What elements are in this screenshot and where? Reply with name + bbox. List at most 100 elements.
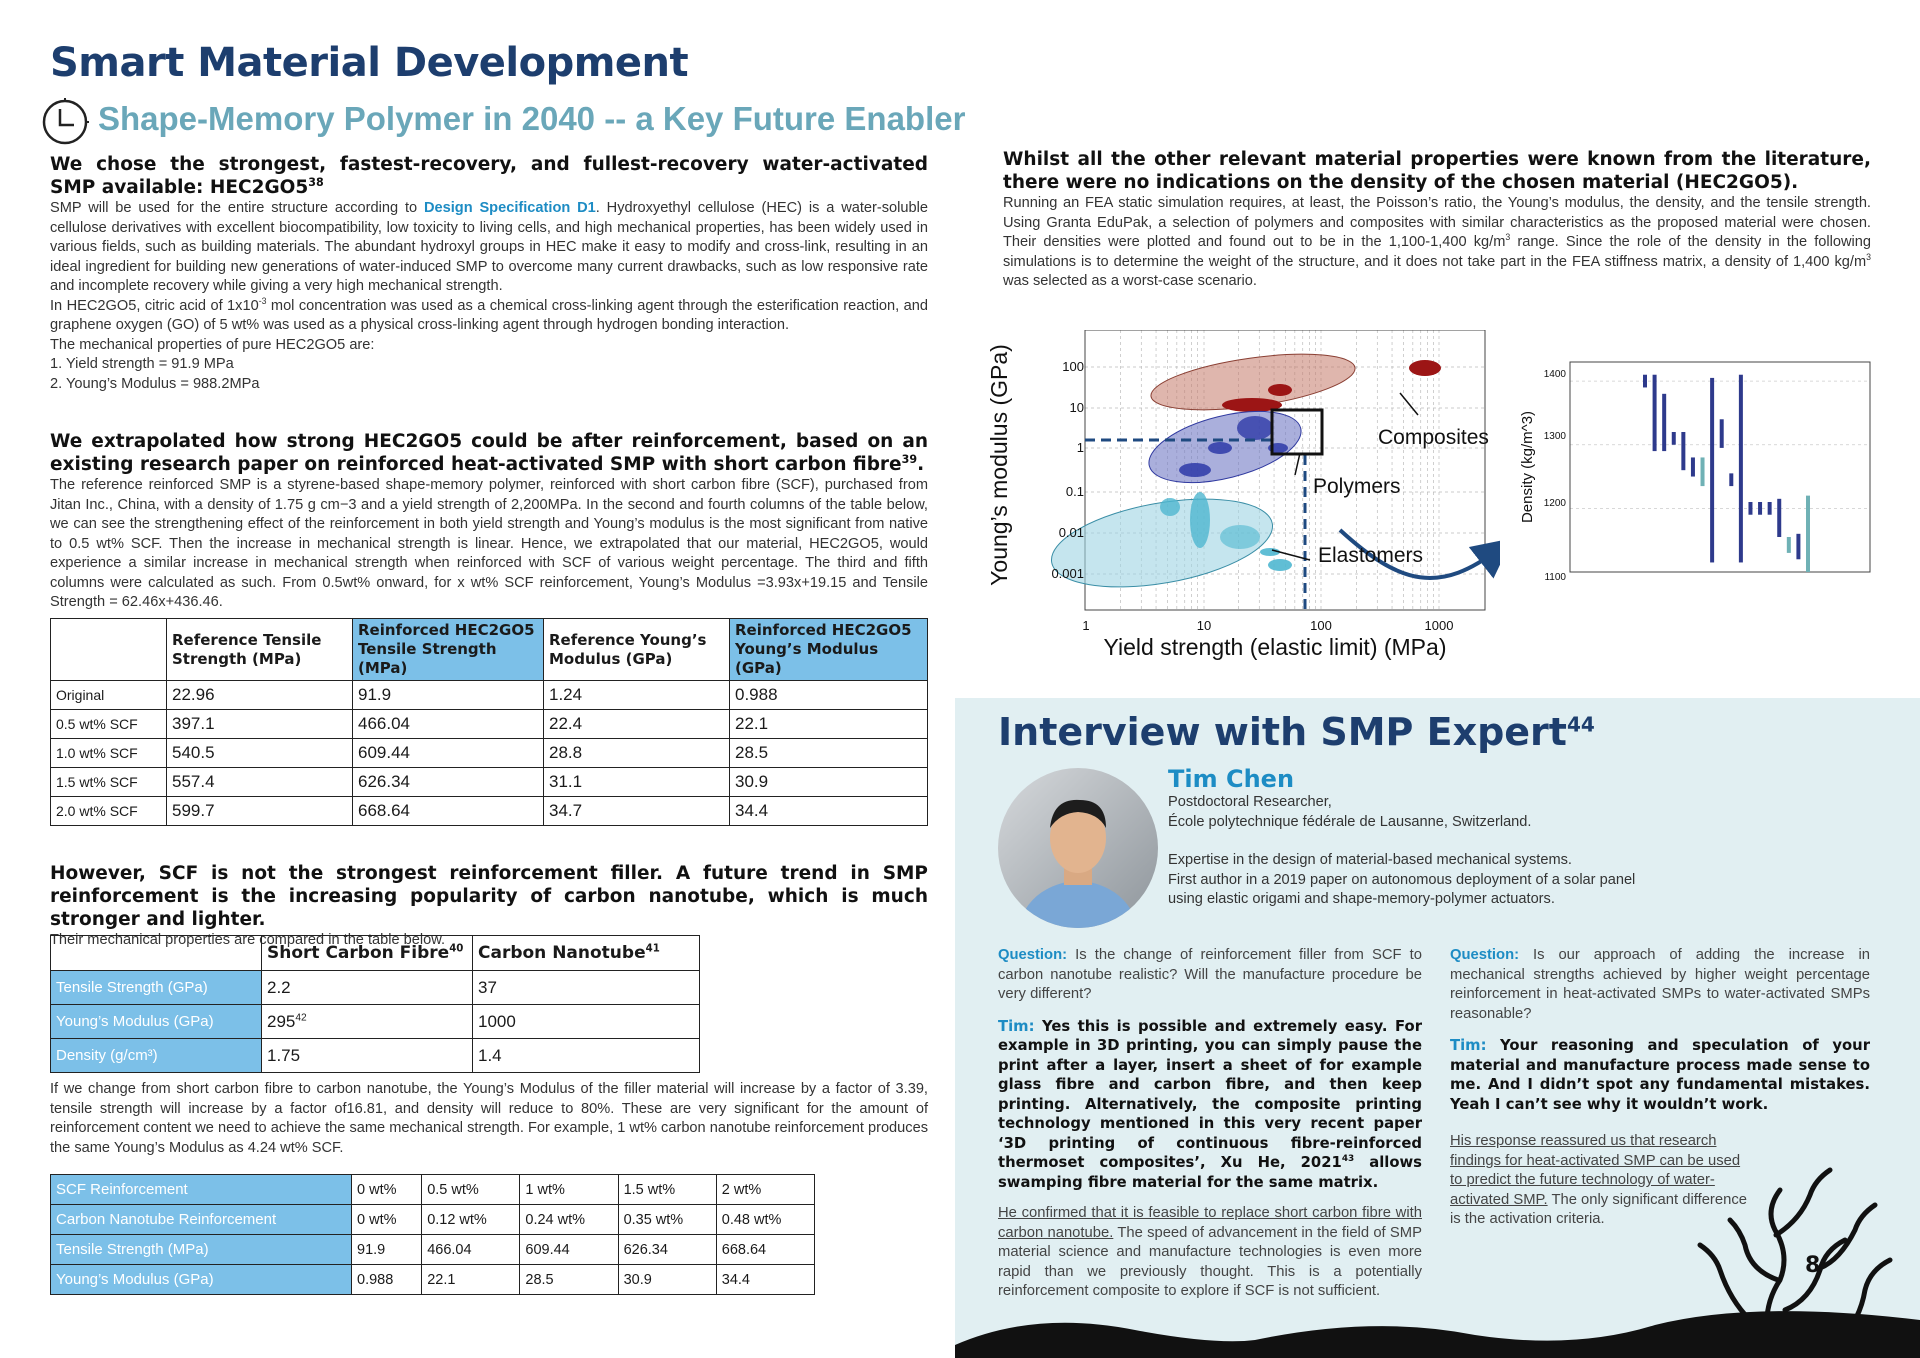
density-range-bar xyxy=(1748,502,1753,515)
density-range-bar xyxy=(1652,374,1657,452)
table-header: Carbon Nanotube41 xyxy=(472,935,700,971)
expert-name: Tim Chen xyxy=(1168,765,1295,793)
interview-column-right: Question: Is our approach of adding the … xyxy=(1450,947,1870,1227)
density-range-bar xyxy=(1806,495,1810,572)
elastomers-blob xyxy=(1220,525,1260,549)
y-tick-label: 100 xyxy=(1062,359,1084,374)
elastomers-region xyxy=(1050,498,1274,588)
density-range-bar xyxy=(1710,377,1715,563)
polymers-blob xyxy=(1237,416,1273,440)
table-header: Short Carbon Fibre40 xyxy=(261,935,473,971)
y-tick-label: 1200 xyxy=(1544,498,1567,509)
section-body: SMP will be used for the entire structur… xyxy=(50,200,928,392)
filler-comparison-table: Short Carbon Fibre40 Carbon Nanotube41 T… xyxy=(50,935,700,1073)
y-tick-label: 10 xyxy=(1070,400,1084,415)
section-lead: We extrapolated how strong HEC2GO5 could… xyxy=(50,431,928,475)
x-tick-label: 100 xyxy=(1310,618,1332,633)
density-range-bar xyxy=(1729,473,1734,487)
table-row: 2.0 wt% SCF 599.7 668.64 34.7 34.4 xyxy=(50,796,928,826)
y-tick-label: 0.1 xyxy=(1066,484,1084,499)
density-range-bar xyxy=(1690,457,1695,477)
table-row: 1.5 wt% SCF 557.4 626.34 31.1 30.9 xyxy=(50,767,928,797)
section-density: Whilst all the other relevant material p… xyxy=(1003,148,1871,292)
table-row: SCF Reinforcement 0 wt% 0.5 wt% 1 wt% 1.5 wt… xyxy=(50,1174,816,1205)
density-range-bar xyxy=(1767,502,1772,515)
hec2go5-highlight-box xyxy=(1270,408,1324,456)
density-range-bar xyxy=(1662,393,1667,452)
x-tick-label: 10 xyxy=(1197,618,1211,633)
y-tick-label: 1100 xyxy=(1544,572,1566,583)
table-row: Tensile Strength (MPa) 91.9 466.04 609.44 62… xyxy=(50,1234,816,1265)
section-body: If we change from short carbon fibre to … xyxy=(50,1081,928,1156)
page-title: Smart Material Development xyxy=(50,40,689,86)
table-row: Tensile Strength (GPa) 2.2 37 xyxy=(50,970,700,1005)
table-row: 1.0 wt% SCF 540.5 609.44 28.8 28.5 xyxy=(50,738,928,768)
table-row: Carbon Nanotube Reinforcement 0 wt% 0.12 w… xyxy=(50,1204,816,1235)
x-tick-label: 1 xyxy=(1082,618,1089,633)
section-body: Running an FEA static simulation require… xyxy=(1003,195,1872,289)
table-header: Reinforced HEC2GO5 Young’s Modulus (GPa) xyxy=(729,618,928,681)
page-number: 8 xyxy=(1805,1253,1820,1278)
table-header: Reference Tensile Strength (MPa) xyxy=(166,618,353,681)
y-tick-label: 0.01 xyxy=(1059,525,1084,540)
x-tick-label: 1000 xyxy=(1425,618,1454,633)
expert-org: École polytechnique fédérale de Lausanne… xyxy=(1168,813,1532,830)
table-row: Density (g/cm³) 1.75 1.4 xyxy=(50,1038,700,1073)
expert-bio: First author in a 2019 paper on autonomo… xyxy=(1168,871,1636,908)
table-row: Original 22.96 91.9 1.24 0.988 xyxy=(50,680,928,710)
reinforcement-table: Reference Tensile Strength (MPa) Reinfor… xyxy=(50,618,928,826)
polymers-blob xyxy=(1208,442,1232,454)
density-range-bar xyxy=(1796,533,1801,560)
y-tick-label: 0.001 xyxy=(1051,566,1084,581)
y-axis-label: Density (kg/m^3) xyxy=(1519,411,1536,523)
elastomers-blob xyxy=(1160,498,1180,516)
section-material-choice: We chose the strongest, fastest-recovery… xyxy=(50,153,928,394)
page-subtitle: Shape-Memory Polymer in 2040 -- a Key Fu… xyxy=(98,100,966,137)
y-tick-label: 1 xyxy=(1077,440,1084,455)
wave-decoration xyxy=(955,1311,1920,1358)
density-range-bar xyxy=(1643,374,1647,388)
section-lead: We chose the strongest, fastest-recovery… xyxy=(50,154,928,198)
density-range-bar xyxy=(1719,419,1724,448)
section-lead: However, SCF is not the strongest reinfo… xyxy=(50,863,928,930)
y-tick-label: 1400 xyxy=(1544,369,1567,380)
y-axis-label: Young’s modulus (GPa) xyxy=(986,344,1012,586)
design-spec-link[interactable]: Design Specification D1 xyxy=(423,200,596,216)
composites-blob xyxy=(1222,398,1282,412)
y-tick-label: 1300 xyxy=(1544,431,1567,442)
elastomers-blob xyxy=(1268,559,1292,571)
density-range-bar xyxy=(1671,432,1676,445)
clock-icon xyxy=(42,98,89,145)
annotation-composites: Composites xyxy=(1378,426,1489,449)
x-axis-label: Yield strength (elastic limit) (MPa) xyxy=(1104,634,1447,660)
section-body: The reference reinforced SMP is a styren… xyxy=(50,477,928,610)
table-row: Young’s Modulus (GPa) 29542 1000 xyxy=(50,1004,700,1039)
polymers-blob xyxy=(1179,463,1211,477)
density-range-bar xyxy=(1786,537,1791,553)
section-lead: Whilst all the other relevant material p… xyxy=(1003,149,1871,193)
interview-column-left: Question: Is the change of reinforcement… xyxy=(998,947,1422,1299)
section-extrapolation: We extrapolated how strong HEC2GO5 could… xyxy=(50,430,928,613)
expert-role: Postdoctoral Researcher, xyxy=(1168,794,1332,810)
table-row: 0.5 wt% SCF 397.1 466.04 22.4 22.1 xyxy=(50,709,928,739)
density-range-bar xyxy=(1777,498,1782,537)
composites-blob xyxy=(1268,384,1292,396)
elastomers-blob xyxy=(1260,548,1280,556)
expert-profile: Tim Chen Postdoctoral Researcher, École … xyxy=(1168,765,1868,910)
annotation-elastomers: Elastomers xyxy=(1318,544,1423,567)
curved-arrow xyxy=(1338,528,1500,580)
composites-blob xyxy=(1409,360,1441,376)
density-range-bar xyxy=(1700,457,1705,487)
interview-title: Interview with SMP Expert44 xyxy=(998,710,1595,754)
elastomers-blob xyxy=(1190,492,1210,548)
density-range-bar xyxy=(1758,502,1763,515)
equivalence-table: SCF Reinforcement 0 wt% 0.5 wt% 1 wt% 1.5 wt… xyxy=(50,1174,816,1295)
density-range-bar xyxy=(1738,374,1743,563)
density-chart: 1400 1300 1200 1100 Density (kg/m^3) xyxy=(1519,361,1871,583)
annotation-polymers: Polymers xyxy=(1313,475,1401,498)
portrait-photo xyxy=(998,768,1158,928)
table-header: Reference Young’s Modulus (GPa) xyxy=(543,618,730,681)
table-row: Young’s Modulus (GPa) 0.988 22.1 28.5 30.9 34… xyxy=(50,1264,816,1295)
expert-bio: Expertise in the design of material-base… xyxy=(1168,852,1572,868)
table-header: Reinforced HEC2GO5 Tensile Strength (MPa… xyxy=(352,618,544,681)
